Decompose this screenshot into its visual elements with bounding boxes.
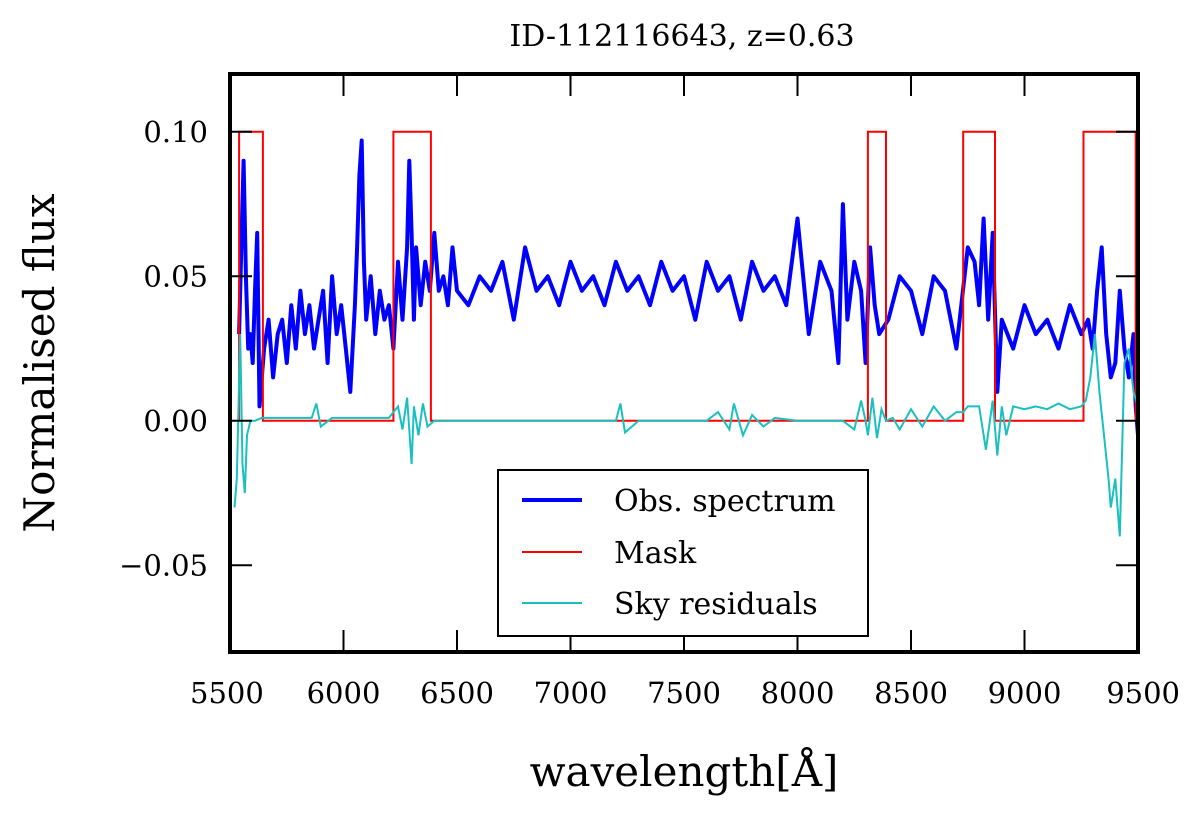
x-tick-label: 8000 — [761, 676, 835, 710]
x-tick-label: 8500 — [874, 676, 948, 710]
y-tick-label: 0.05 — [143, 259, 208, 293]
axis-ticks — [229, 74, 1139, 652]
legend-label-sky-residuals: Sky residuals — [614, 587, 818, 622]
y-axis-label: Normalised flux — [15, 193, 64, 533]
x-tick-label: 9000 — [988, 676, 1062, 710]
x-tick-label: 7500 — [647, 676, 721, 710]
series-mask-line — [238, 130, 1138, 422]
x-tick-label: 9500 — [1106, 676, 1180, 710]
y-tick-labels: −0.05 0.00 0.05 0.10 — [119, 115, 208, 582]
y-tick-label: 0.10 — [143, 115, 208, 149]
x-tick-label: 6000 — [307, 676, 381, 710]
x-axis-label: wavelength[Å] — [530, 746, 839, 796]
legend: Obs. spectrum Mask Sky residuals — [497, 469, 869, 637]
x-tick-labels: 5500 6000 6500 7000 7500 8000 8500 9000 9500 — [190, 676, 1180, 710]
y-tick-label: −0.05 — [119, 548, 208, 582]
chart-title: ID-112116643, z=0.63 — [509, 19, 854, 54]
legend-label-mask: Mask — [614, 536, 697, 571]
y-tick-label: 0.00 — [143, 404, 208, 438]
x-tick-label: 7000 — [534, 676, 608, 710]
legend-label-obs-spectrum: Obs. spectrum — [614, 484, 836, 519]
plot-frame — [228, 72, 1140, 654]
series-sky-residuals-line — [233, 333, 1138, 537]
x-tick-label: 6500 — [420, 676, 494, 710]
x-tick-label: 5500 — [190, 676, 264, 710]
series-obs-spectrum-line — [237, 138, 1138, 436]
